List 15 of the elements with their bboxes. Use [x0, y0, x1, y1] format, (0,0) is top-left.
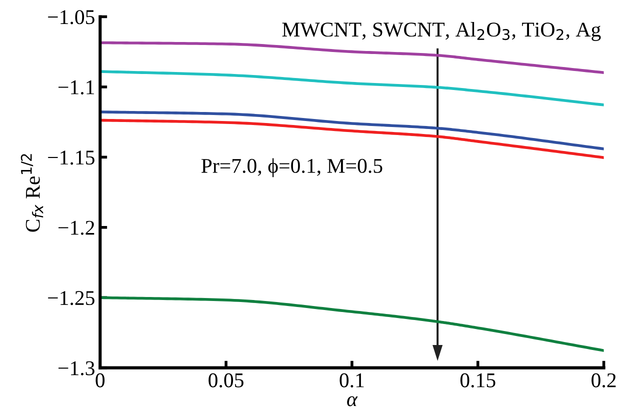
y-tick-label: −1.2 — [58, 220, 94, 235]
x-tick-label: 0.1 — [340, 373, 364, 388]
y-tick-label: −1.25 — [48, 291, 94, 306]
x-tick-label: 0.15 — [460, 373, 496, 388]
x-tick-label: 0 — [96, 373, 105, 388]
y-tick-label: −1.15 — [48, 150, 94, 165]
y-axis-title: C$_{fx}$ Re$^{1/2}$ — [20, 154, 44, 232]
annotation: Pr=7.0, ϕ=0.1, M=0.5 — [201, 158, 382, 178]
x-axis-title: α — [347, 396, 358, 406]
y-tick-label: −1.05 — [48, 10, 94, 24]
x-tick-label: 0.2 — [592, 373, 616, 388]
x-tick-label: 0.05 — [208, 373, 244, 388]
y-tick-label: −1.1 — [58, 80, 94, 94]
annotation: MWCNT, SWCNT, Al$_{2}$O$_{3}$, TiO$_{2}$, Ag — [282, 22, 601, 41]
y-tick-label: −1.3 — [58, 361, 94, 376]
